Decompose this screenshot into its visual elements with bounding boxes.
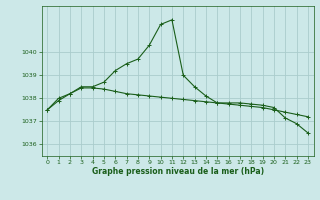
X-axis label: Graphe pression niveau de la mer (hPa): Graphe pression niveau de la mer (hPa) xyxy=(92,167,264,176)
